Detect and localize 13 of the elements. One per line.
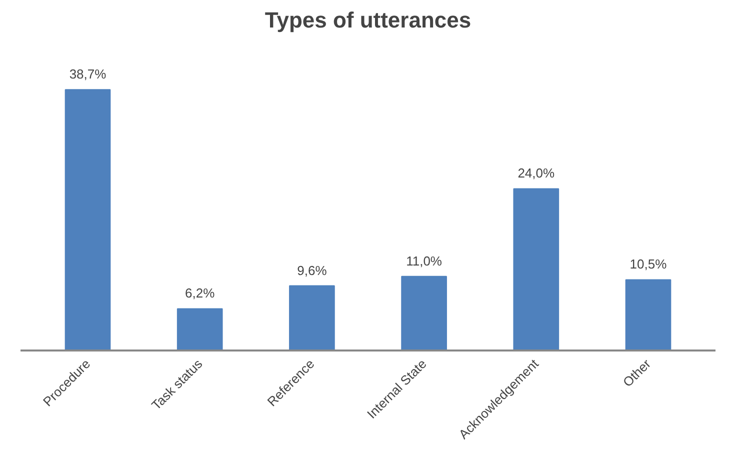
chart-title: Types of utterances [264,8,472,32]
data-label: 6,2% [185,286,216,301]
data-label: 10,5% [630,256,668,272]
data-label: 9,6% [297,262,328,278]
bar [289,285,335,350]
bar [401,276,447,350]
data-label: 11,0% [406,253,442,268]
bar [176,308,223,350]
bar [625,279,672,350]
data-label: 38,7% [69,66,107,82]
bar [513,188,560,350]
bar [64,89,111,350]
data-label: 24,0% [518,166,556,181]
